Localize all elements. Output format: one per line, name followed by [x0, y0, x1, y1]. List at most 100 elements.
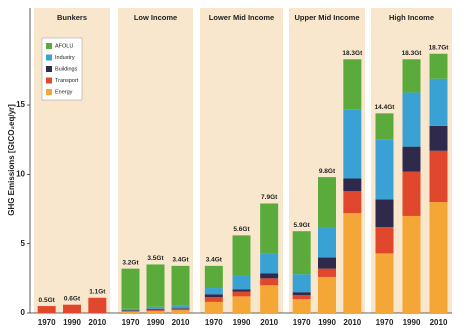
total-label: 0.5Gt	[39, 297, 56, 304]
bar-segment	[121, 311, 140, 313]
bar-segment	[232, 289, 251, 292]
bar-segment	[260, 273, 279, 279]
y-tick-label: 15	[16, 100, 25, 109]
x-tick-label: 1970	[122, 318, 140, 327]
bar-segment	[121, 268, 140, 309]
total-label: 5.6Gt	[233, 226, 250, 233]
bar-segment	[343, 109, 362, 179]
bar-segment	[375, 199, 394, 228]
legend-label: Buildings	[55, 66, 78, 72]
bar-segment	[260, 285, 279, 313]
bar-segment	[146, 264, 165, 307]
y-tick-label: 5	[21, 239, 26, 248]
bar-segment	[260, 278, 279, 286]
panel-background	[118, 8, 193, 313]
legend-swatch	[46, 66, 52, 72]
bar-segment	[375, 113, 394, 140]
total-label: 18.3Gt	[342, 50, 363, 57]
bar-segment	[204, 301, 223, 313]
y-tick-label: 0	[21, 308, 26, 317]
bar-segment	[318, 268, 336, 277]
y-tick-label: 10	[16, 169, 25, 178]
bar-segment	[232, 291, 251, 297]
x-tick-label: 1970	[38, 318, 56, 327]
bar-segment	[318, 257, 336, 269]
total-label: 5.9Gt	[294, 222, 311, 229]
bar-segment	[402, 59, 421, 93]
bar-segment	[429, 53, 448, 79]
bar-segment	[121, 310, 140, 311]
panel-title: Lower Mid Income	[209, 13, 274, 22]
bar-segment	[343, 191, 362, 214]
x-tick-label: 1970	[376, 318, 394, 327]
total-label: 18.7Gt	[429, 44, 450, 51]
bar-segment	[146, 306, 165, 309]
legend-label: AFOLU	[55, 43, 73, 49]
bar-segment	[260, 253, 279, 274]
x-tick-label: 2010	[260, 318, 278, 327]
bar-segment	[204, 297, 223, 302]
legend-swatch	[46, 77, 52, 84]
bar-segment	[260, 203, 279, 254]
total-label: 7.9Gt	[261, 194, 278, 201]
bar-segment	[121, 310, 140, 312]
total-label: 14.4Gt	[375, 104, 396, 111]
total-label: 3.4Gt	[206, 257, 223, 264]
bar-segment	[204, 288, 223, 295]
bar-segment	[429, 202, 448, 313]
bar-segment	[375, 227, 394, 254]
total-label: 9.8Gt	[319, 168, 336, 175]
legend-label: Transport	[55, 78, 79, 84]
x-tick-label: 2010	[430, 318, 448, 327]
bar-segment	[88, 297, 107, 313]
bar-segment	[121, 308, 140, 311]
bar-segment	[402, 171, 421, 216]
bar-segment	[318, 227, 336, 258]
x-tick-label: 2010	[172, 318, 190, 327]
panel-title: Upper Mid Income	[294, 13, 359, 22]
bar-segment	[343, 178, 362, 191]
bar-segment	[429, 78, 448, 126]
bar-segment	[146, 308, 165, 310]
x-tick-label: 2010	[343, 318, 361, 327]
bar-segment	[429, 150, 448, 203]
x-tick-label: 1990	[233, 318, 251, 327]
total-label: 3.5Gt	[147, 255, 164, 262]
total-label: 3.4Gt	[172, 257, 189, 264]
bar-segment	[292, 231, 311, 275]
x-tick-label: 1970	[205, 318, 223, 327]
x-tick-label: 1990	[403, 318, 421, 327]
bar-segment	[292, 294, 311, 300]
panel-title: Low Income	[134, 13, 177, 22]
bar-segment	[375, 139, 394, 200]
bar-segment	[204, 265, 223, 289]
x-tick-label: 1970	[293, 318, 311, 327]
bar-segment	[375, 253, 394, 313]
bar-segment	[402, 146, 421, 172]
bar-segment	[402, 215, 421, 313]
bar-segment	[146, 309, 165, 311]
bar-segment	[318, 276, 336, 313]
bar-segment	[402, 92, 421, 147]
bar-segment	[232, 296, 251, 313]
legend-label: Industry	[55, 55, 75, 61]
bar-segment	[171, 265, 190, 306]
total-label: 1.1Gt	[89, 288, 106, 295]
panel-title: Bunkers	[57, 13, 87, 22]
y-axis-label: GHG Emissions [GtCO₂eq/yr]	[7, 104, 16, 216]
legend-swatch	[46, 89, 52, 95]
bar-segment	[171, 308, 190, 309]
bar-segment	[292, 274, 311, 293]
bar-segment	[343, 213, 362, 313]
bar-segment	[232, 275, 251, 290]
bar-segment	[232, 235, 251, 276]
bar-segment	[429, 125, 448, 151]
legend-label: Energy	[55, 89, 73, 95]
total-label: 18.3Gt	[402, 50, 423, 57]
bar-segment	[63, 304, 81, 313]
bar-segment	[171, 310, 190, 313]
x-tick-label: 1990	[318, 318, 336, 327]
bar-segment	[292, 292, 311, 295]
x-tick-label: 2010	[88, 318, 106, 327]
bar-segment	[146, 310, 165, 313]
